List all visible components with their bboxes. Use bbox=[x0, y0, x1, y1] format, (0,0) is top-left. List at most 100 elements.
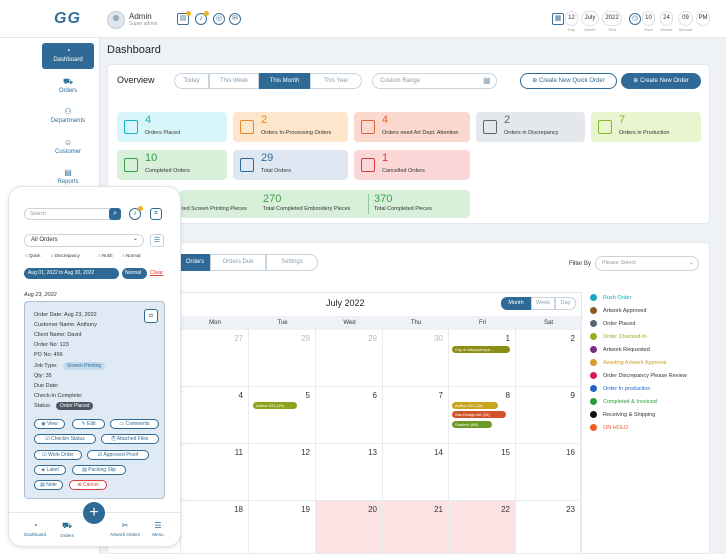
radio-rush[interactable]: ○ Rush bbox=[98, 253, 113, 258]
bell-icon[interactable]: ♪ bbox=[129, 208, 141, 220]
nav-dashboard[interactable]: ◔ Dashboard bbox=[17, 521, 53, 537]
day-number: 22 bbox=[501, 505, 510, 514]
radio-normal[interactable]: ○ Normal bbox=[122, 253, 141, 258]
segment-this-month[interactable]: This Month bbox=[259, 73, 310, 89]
view-button[interactable]: ◉ View bbox=[34, 419, 65, 429]
nav-orders[interactable]: ⛟ Orders bbox=[49, 521, 85, 538]
calendar-day-cell[interactable]: 21 bbox=[383, 501, 449, 554]
segment-this-year[interactable]: This Year bbox=[310, 73, 362, 89]
sidebar-item-dashboard[interactable]: ◔ Dashboard bbox=[42, 43, 94, 69]
calendar-day-cell[interactable]: 18 bbox=[181, 501, 249, 554]
calendar-day-cell[interactable]: 9 bbox=[516, 387, 581, 444]
stat-card-total-orders[interactable]: 29 Total Orders bbox=[233, 150, 348, 180]
sidebar-item-orders[interactable]: ⛟ Orders bbox=[42, 74, 94, 100]
stat-card-discrepancy[interactable]: 2 Orders in Discrepancy bbox=[476, 112, 585, 142]
calendar-day-cell[interactable]: 6 bbox=[316, 387, 383, 444]
calendar-day-cell[interactable]: 16 bbox=[516, 444, 581, 501]
view-week[interactable]: Week bbox=[531, 297, 555, 310]
custom-range-input[interactable]: Custom Range bbox=[372, 73, 497, 89]
attached-files-button[interactable]: ⎘ Attached Files bbox=[101, 434, 159, 444]
view-month[interactable]: Month bbox=[501, 297, 531, 310]
create-order-button[interactable]: ⊕ Create New Order bbox=[621, 73, 701, 89]
calendar-event[interactable]: Santech (66) bbox=[452, 421, 492, 428]
tab-orders[interactable]: Orders bbox=[180, 254, 210, 271]
nav-artwork-orders[interactable]: ✂ Artwork Orders bbox=[107, 521, 143, 537]
orders-select[interactable]: All Orders bbox=[24, 234, 144, 247]
stat-card-completed[interactable]: 10 Completed Orders bbox=[117, 150, 227, 180]
orders-icon[interactable]: ▤ bbox=[177, 13, 189, 25]
packing-slip-button[interactable]: ▤ Packing Slip bbox=[72, 465, 126, 475]
calendar-event[interactable]: City of Albuquerque... bbox=[452, 346, 510, 353]
calendar-day-cell[interactable]: 30 bbox=[383, 330, 449, 387]
cancel-button[interactable]: ⊗ Cancel bbox=[69, 480, 107, 490]
clear-link[interactable]: Clear bbox=[150, 270, 164, 276]
order-card[interactable]: Order Date: Aug 23, 2022 Customer Name: … bbox=[24, 301, 165, 499]
radio-quick[interactable]: ○ Quick bbox=[25, 253, 41, 258]
user-avatar[interactable] bbox=[107, 11, 125, 29]
work-order-button[interactable]: ☑ Work Order bbox=[34, 450, 82, 460]
qr-icon[interactable]: ⌗ bbox=[144, 309, 158, 323]
filter-select[interactable]: Please Select bbox=[595, 256, 699, 271]
mail-icon[interactable]: ✉ bbox=[229, 13, 241, 25]
calendar-event[interactable]: Sas Design Art (16) bbox=[452, 411, 506, 418]
bell-icon[interactable]: ♪ bbox=[195, 13, 207, 25]
sidebar-item-customer[interactable]: ☺ Customer bbox=[42, 135, 94, 161]
calendar-day-cell[interactable]: 20 bbox=[316, 501, 383, 554]
calendar-day-cell[interactable]: 5 bbox=[249, 387, 316, 444]
stat-card-art-attention[interactable]: 4 Orders need Art Dept. Attention bbox=[354, 112, 470, 142]
add-button[interactable]: + bbox=[83, 502, 105, 524]
checkin-status-button[interactable]: ☑ Checkin Status bbox=[34, 434, 96, 444]
approved-proof-button[interactable]: ☑ Approved Proof bbox=[87, 450, 149, 460]
stat-card-cancelled[interactable]: 1 Cancelled Orders bbox=[354, 150, 470, 180]
calendar-day-cell[interactable]: 23 bbox=[516, 501, 581, 554]
calendar-day-cell[interactable]: 11 bbox=[181, 444, 249, 501]
label-button[interactable]: ◈ Label bbox=[34, 465, 66, 475]
stat-card-in-production[interactable]: 7 Orders in Production bbox=[591, 112, 701, 142]
filter-icon[interactable]: ☰ bbox=[150, 234, 164, 247]
calendar-day-cell[interactable]: 8 bbox=[449, 387, 516, 444]
calendar-day-cell[interactable]: 7 bbox=[383, 387, 449, 444]
calendar-event[interactable]: Author 223 (19) bbox=[253, 402, 297, 409]
user-role: Super admin bbox=[129, 21, 158, 27]
calendar-day-cell[interactable]: 12 bbox=[249, 444, 316, 501]
nav-menu[interactable]: ☰ Menu bbox=[140, 521, 176, 537]
normal-chip[interactable]: Normal bbox=[122, 268, 147, 279]
sidebar-item-departments[interactable]: ⚇ Departments bbox=[42, 104, 94, 130]
box-icon bbox=[598, 120, 612, 134]
calendar-day-cell[interactable]: 22 bbox=[449, 501, 516, 554]
view-day[interactable]: Day bbox=[555, 297, 576, 310]
segment-this-week[interactable]: This Week bbox=[209, 73, 259, 89]
date-range-chip[interactable]: Aug 01, 2022 to Aug 30, 2022 bbox=[24, 268, 119, 279]
day-number: 5 bbox=[305, 391, 310, 400]
calendar-day-cell[interactable]: 14 bbox=[383, 444, 449, 501]
calendar-day-cell[interactable]: 19 bbox=[249, 501, 316, 554]
stat-label: Orders need Art Dept. Attention bbox=[382, 130, 459, 136]
stat-card-orders-placed[interactable]: 4 Orders Placed bbox=[117, 112, 227, 142]
calendar-event[interactable]: Author 222 (18) bbox=[452, 402, 498, 409]
settings-icon[interactable]: ◎ bbox=[213, 13, 225, 25]
calendar-day-cell[interactable]: 15 bbox=[449, 444, 516, 501]
stat-card-in-processing[interactable]: 2 Orders In-Processing Orders bbox=[233, 112, 348, 142]
app-logo[interactable]: GG bbox=[54, 10, 81, 27]
tab-settings[interactable]: Settings bbox=[266, 254, 318, 271]
segment-today[interactable]: Today bbox=[174, 73, 209, 89]
calendar-day-cell[interactable]: 27 bbox=[181, 330, 249, 387]
radio-discrepancy[interactable]: ○ Discrepancy bbox=[51, 253, 80, 258]
sidebar-item-reports[interactable]: ▤ Reports bbox=[42, 165, 94, 191]
calendar-day-cell[interactable]: 13 bbox=[316, 444, 383, 501]
calendar-day-cell[interactable]: 28 bbox=[249, 330, 316, 387]
search-icon[interactable]: ⌕ bbox=[109, 208, 121, 220]
calendar-icon[interactable]: ▦ bbox=[483, 76, 491, 85]
calendar-day-cell[interactable]: 1 bbox=[449, 330, 516, 387]
calendar-day-cell[interactable]: 4 bbox=[181, 387, 249, 444]
create-quick-order-button[interactable]: ⊕ Create New Quick Order bbox=[520, 73, 617, 89]
calendar-day-cell[interactable]: 29 bbox=[316, 330, 383, 387]
tab-orders-due[interactable]: Orders Due bbox=[210, 254, 266, 271]
note-button[interactable]: ▤ Note bbox=[34, 480, 63, 490]
search-input[interactable]: Search bbox=[24, 208, 121, 220]
calendar-day-cell[interactable]: 2 bbox=[516, 330, 581, 387]
comments-button[interactable]: ▭ Comments bbox=[110, 419, 159, 429]
user-name[interactable]: Admin bbox=[129, 12, 152, 21]
scan-icon[interactable]: ⌗ bbox=[150, 208, 162, 220]
edit-button[interactable]: ✎ Edit bbox=[72, 419, 105, 429]
